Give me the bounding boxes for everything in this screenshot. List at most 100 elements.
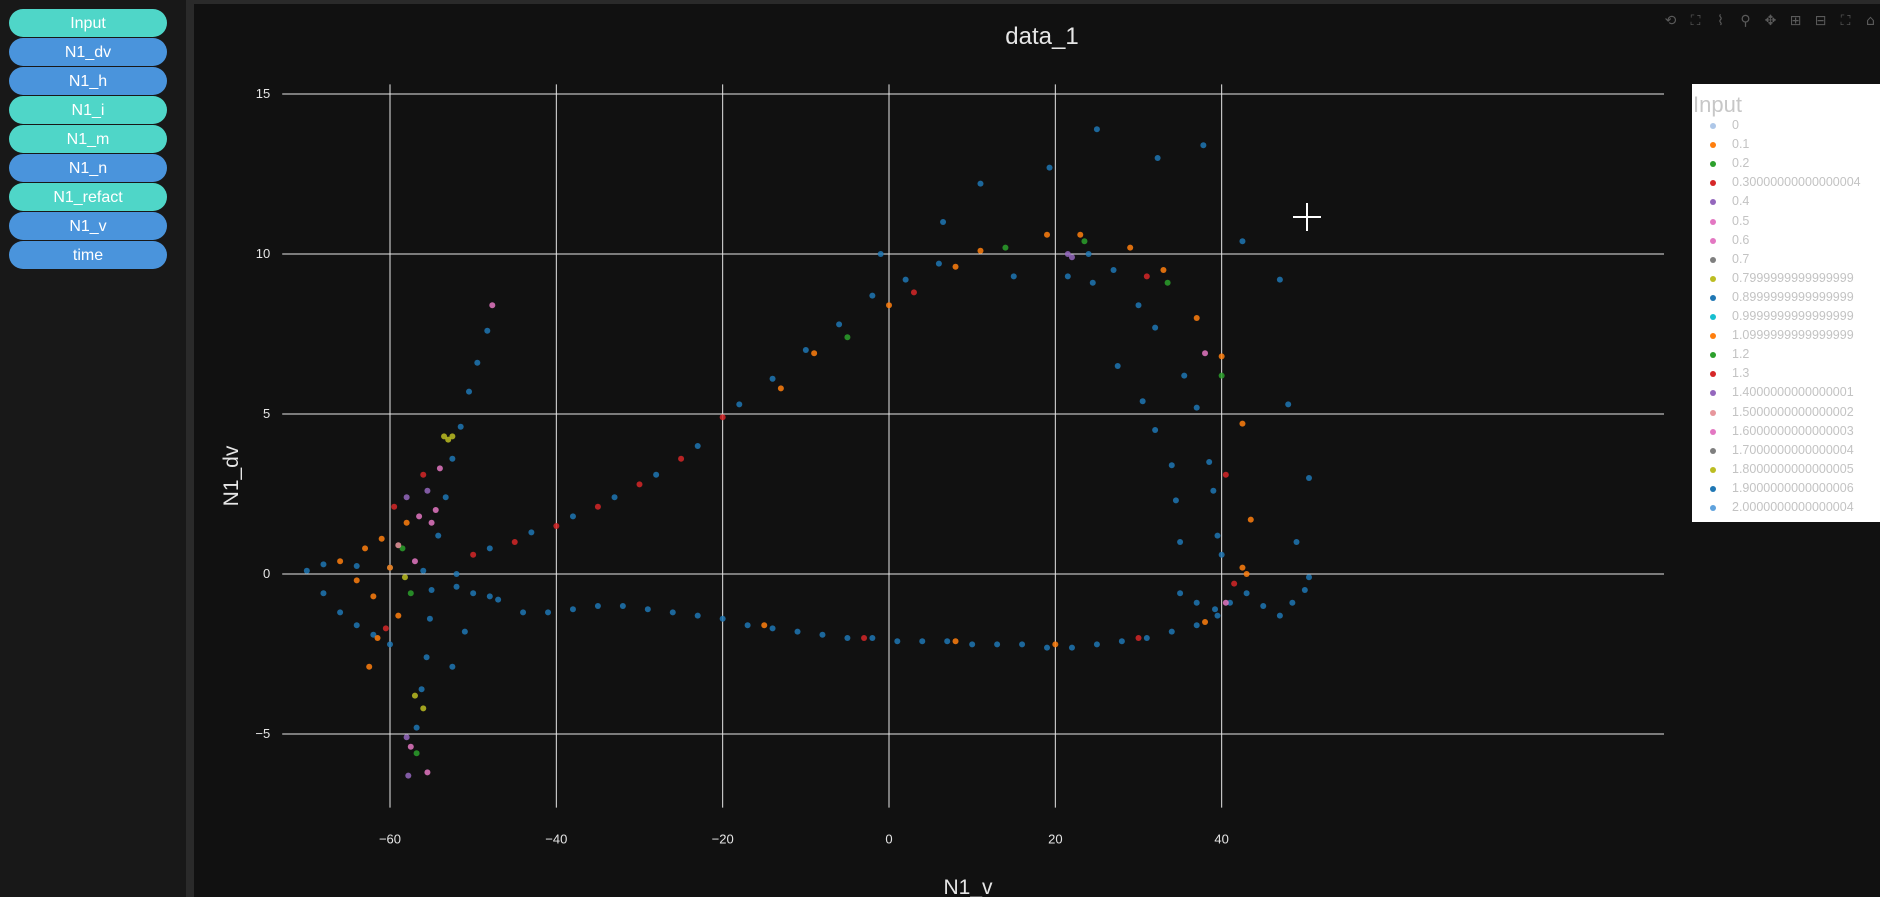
data-point: [952, 638, 959, 645]
zoom-out-icon[interactable]: ⊟: [1814, 13, 1827, 29]
variable-button-n1-m[interactable]: N1_m: [9, 125, 167, 153]
data-point: [353, 577, 360, 584]
legend-item[interactable]: 1.9000000000000006: [1692, 480, 1880, 498]
data-point: [977, 180, 984, 187]
data-point: [1002, 244, 1009, 251]
data-point: [374, 635, 381, 641]
data-point: [445, 436, 452, 443]
data-point: [1139, 398, 1146, 405]
data-point: [1200, 142, 1207, 149]
data-point: [761, 622, 768, 629]
legend-item[interactable]: 1.4000000000000001: [1692, 384, 1880, 402]
data-point: [1193, 315, 1200, 321]
data-point: [1135, 302, 1142, 309]
legend-item[interactable]: 2.0000000000000004: [1692, 499, 1880, 517]
legend-item[interactable]: 1.6000000000000003: [1692, 423, 1880, 441]
legend-title: Input: [1693, 92, 1742, 117]
autoscale-icon[interactable]: ⛶: [1690, 13, 1701, 29]
data-point: [1052, 641, 1059, 648]
data-point: [1226, 599, 1233, 606]
legend-item[interactable]: 0: [1692, 117, 1880, 135]
legend-item[interactable]: 0.7999999999999999: [1692, 270, 1880, 288]
legend-marker: [1710, 237, 1716, 244]
legend-item[interactable]: 0.8999999999999999: [1692, 289, 1880, 307]
legend-item[interactable]: 0.4: [1692, 193, 1880, 211]
data-point: [844, 635, 851, 641]
legend-item[interactable]: 1.8000000000000005: [1692, 461, 1880, 479]
data-point: [470, 590, 477, 597]
legend-item[interactable]: 1.3: [1692, 365, 1880, 383]
compare-icon[interactable]: ⌇: [1717, 13, 1724, 29]
legend-item[interactable]: 1.7000000000000004: [1692, 442, 1880, 460]
zoom-icon[interactable]: ⚲: [1740, 13, 1751, 29]
legend-item[interactable]: 0.6: [1692, 232, 1880, 250]
variable-button-n1-dv[interactable]: N1_dv: [9, 38, 167, 66]
legend-label: 0.9999999999999999: [1732, 309, 1854, 323]
data-point: [366, 663, 373, 670]
data-point: [382, 625, 389, 632]
x-tick-label: 0: [885, 832, 892, 847]
data-point: [1260, 603, 1267, 609]
data-point: [453, 571, 460, 577]
legend-label: 1.8000000000000005: [1732, 461, 1854, 476]
legend-item[interactable]: 1.2: [1692, 346, 1880, 364]
ticks-layer: −60 −40 −20 0 20 40 −5 0 5 10 15: [255, 86, 1229, 847]
fullscreen-icon[interactable]: ⛶: [1840, 13, 1851, 29]
panel-divider[interactable]: [186, 0, 194, 897]
reset-axes-icon[interactable]: ⟲: [1664, 13, 1677, 29]
variable-button-n1-refact[interactable]: N1_refact: [9, 183, 167, 211]
legend-item[interactable]: 1.5000000000000002: [1692, 404, 1880, 422]
chart-toolbar: ⟲ ⛶ ⌇ ⚲ ✥ ⊞ ⊟ ⛶ ⌂: [1661, 12, 1880, 30]
pan-icon[interactable]: ✥: [1764, 13, 1777, 29]
data-point: [1289, 599, 1296, 606]
data-point: [442, 494, 449, 501]
legend-label: 0.2: [1732, 156, 1750, 171]
variable-button-n1-i[interactable]: N1_i: [9, 96, 167, 124]
data-point: [1177, 539, 1184, 545]
legend-label: 0.7: [1732, 251, 1750, 266]
y-tick-label: 15: [256, 86, 270, 101]
data-point: [1010, 273, 1017, 280]
data-point: [1276, 612, 1283, 619]
legend-label: 0.8999999999999999: [1732, 289, 1854, 304]
data-point: [877, 251, 884, 257]
data-point: [470, 551, 477, 558]
variable-button-n1-h[interactable]: N1_h: [9, 67, 167, 95]
data-point: [1093, 641, 1100, 648]
variable-button-n1-v[interactable]: N1_v: [9, 212, 167, 240]
data-point: [940, 219, 947, 225]
data-point: [1243, 590, 1250, 597]
plot-area[interactable]: −60 −40 −20 0 20 40 −5 0 5 10 15 data_1 N1_v N1_dv…: [194, 4, 1880, 897]
data-point: [910, 289, 917, 296]
zoom-in-icon[interactable]: ⊞: [1789, 13, 1802, 29]
data-point: [1135, 635, 1142, 641]
variable-button-n1-n[interactable]: N1_n: [9, 154, 167, 182]
legend-marker: [1710, 485, 1716, 492]
data-point: [1064, 273, 1071, 280]
data-point: [387, 564, 393, 571]
legend-item[interactable]: 0.9999999999999999: [1692, 308, 1880, 326]
legend-item[interactable]: 0.1: [1692, 136, 1880, 154]
variable-button-input[interactable]: Input: [9, 9, 167, 37]
data-point: [1193, 599, 1200, 606]
data-point: [1206, 459, 1213, 465]
legend-item[interactable]: 0.5: [1692, 213, 1880, 231]
data-point: [636, 481, 643, 488]
data-point: [1044, 231, 1051, 238]
scatter-chart[interactable]: −60 −40 −20 0 20 40 −5 0 5 10 15 data_1 N1_v N1_dv: [194, 4, 1880, 897]
data-point: [569, 513, 576, 520]
top-border: [194, 0, 1880, 4]
data-point: [420, 567, 427, 574]
legend-item[interactable]: 0.7: [1692, 251, 1880, 269]
data-point: [1068, 644, 1075, 651]
legend-item[interactable]: 0.30000000000000004: [1692, 174, 1880, 192]
legend-item[interactable]: 1.0999999999999999: [1692, 327, 1880, 345]
variable-button-time[interactable]: time: [9, 241, 167, 269]
data-point: [403, 494, 410, 501]
legend-marker: [1710, 123, 1716, 129]
home-icon[interactable]: ⌂: [1866, 13, 1875, 29]
data-point: [391, 503, 398, 510]
data-point: [653, 471, 660, 478]
data-point: [399, 545, 406, 552]
legend-item[interactable]: 0.2: [1692, 155, 1880, 173]
